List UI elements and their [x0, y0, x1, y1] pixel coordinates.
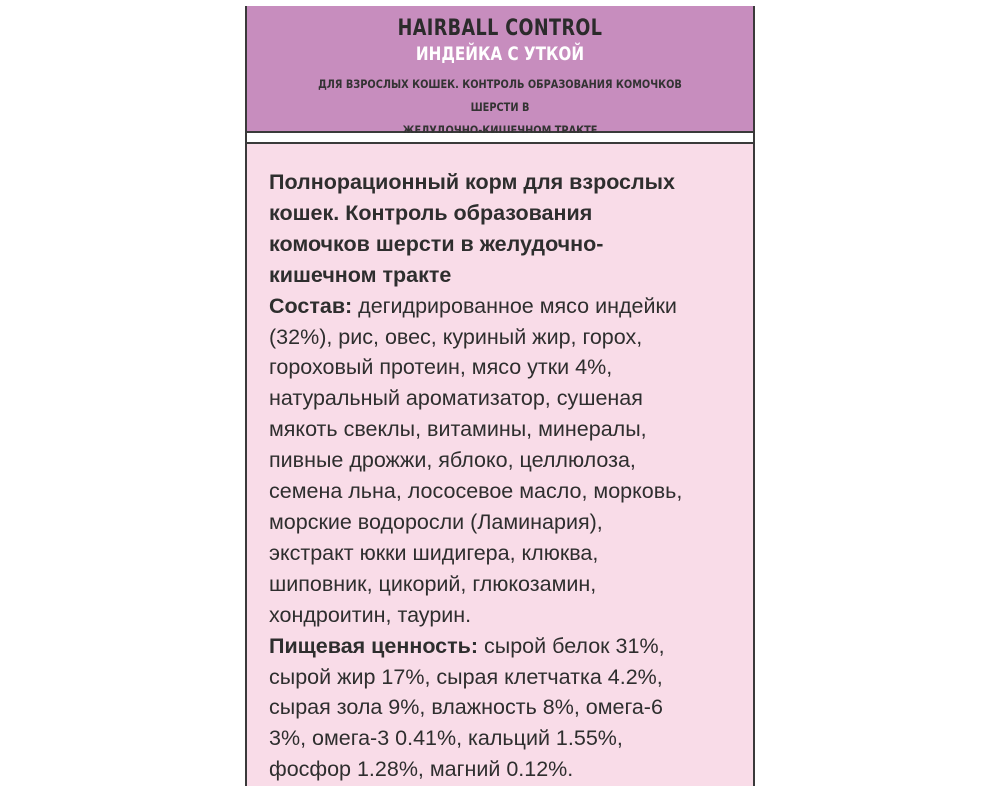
line-text: экстракт юкки шидигера, клюква,	[269, 540, 599, 565]
line-text: морские водоросли (Ламинария),	[269, 509, 603, 534]
line-text: натуральный ароматизатор, сушеная	[269, 386, 643, 411]
line-text: дегидрированное мясо индейки	[352, 293, 677, 318]
line-text: сырая зола 9%, влажность 8%, омега-6	[269, 695, 663, 720]
text-line: хондроитин, таурин.	[269, 600, 682, 631]
bold-label: Полнорационный корм для взрослых	[269, 170, 675, 194]
text-line: морские водоросли (Ламинария),	[269, 507, 682, 538]
text-line: кишечном тракте	[269, 260, 682, 291]
line-text: шиповник, цикорий, глюкозамин,	[269, 571, 597, 596]
label-body: Полнорационный корм для взрослых кошек. К…	[247, 144, 753, 786]
bold-label: комочков шерсти в желудочно-	[269, 231, 604, 256]
text-line: Полнорационный корм для взрослых	[269, 167, 682, 198]
label-header: HAIRBALL CONTROL ИНДЕЙКА С УТКОЙ ДЛЯ ВЗР…	[247, 6, 753, 137]
text-line: фосфор 1.28%, магний 0.12%.	[269, 754, 682, 785]
text-line: Состав: дегидрированное мясо индейки	[269, 291, 682, 322]
product-label: HAIRBALL CONTROL ИНДЕЙКА С УТКОЙ ДЛЯ ВЗР…	[245, 6, 755, 786]
text-line: комочков шерсти в желудочно-	[269, 229, 682, 260]
text-line: сырой жир 17%, сырая клетчатка 4.2%,	[269, 662, 682, 693]
text-line: мякоть свеклы, витамины, минералы,	[269, 414, 682, 445]
divider-strip	[247, 133, 753, 144]
description-text: Полнорационный корм для взрослых кошек. К…	[269, 167, 682, 785]
line-text: гороховый протеин, мясо утки 4%,	[269, 355, 613, 380]
text-line: гороховый протеин, мясо утки 4%,	[269, 352, 682, 383]
bold-label: кишечном тракте	[269, 262, 452, 287]
line-text: фосфор 1.28%, магний 0.12%.	[269, 757, 574, 782]
line-text: сырой белок 31%,	[478, 633, 665, 658]
line-text: хондроитин, таурин.	[269, 602, 472, 627]
line-text: сырой жир 17%, сырая клетчатка 4.2%,	[269, 664, 663, 689]
text-line: (32%), рис, овес, куриный жир, горох,	[269, 322, 682, 353]
product-flavor: ИНДЕЙКА С УТКОЙ	[415, 43, 585, 65]
product-title: HAIRBALL CONTROL	[397, 16, 603, 41]
text-line: Пищевая ценность: сырой белок 31%,	[269, 631, 682, 662]
line-text: мякоть свеклы, витамины, минералы,	[269, 417, 647, 442]
text-line: 3%, омега-3 0.41%, кальций 1.55%,	[269, 723, 682, 754]
subtitle-line: ДЛЯ ВЗРОСЛЫХ КОШЕК. КОНТРОЛЬ ОБРАЗОВАНИЯ…	[318, 77, 682, 114]
text-line: экстракт юкки шидигера, клюква,	[269, 538, 682, 569]
line-text: (32%), рис, овес, куриный жир, горох,	[269, 324, 643, 349]
line-text: пивные дрожжи, яблоко, целлюлоза,	[269, 448, 636, 473]
text-line: кошек. Контроль образования	[269, 198, 682, 229]
line-text: семена льна, лососевое масло, морковь,	[269, 479, 683, 504]
text-line: сырая зола 9%, влажность 8%, омега-6	[269, 692, 682, 723]
bold-label: Пищевая ценность:	[269, 633, 479, 658]
bold-label: кошек. Контроль образования	[269, 200, 593, 225]
text-line: шиповник, цикорий, глюкозамин,	[269, 569, 682, 600]
product-subtitle: ДЛЯ ВЗРОСЛЫХ КОШЕК. КОНТРОЛЬ ОБРАЗОВАНИЯ…	[285, 73, 715, 142]
text-line: семена льна, лососевое масло, морковь,	[269, 476, 682, 507]
bold-label: Состав:	[269, 293, 353, 318]
text-line: пивные дрожжи, яблоко, целлюлоза,	[269, 445, 682, 476]
text-line: натуральный ароматизатор, сушеная	[269, 383, 682, 414]
line-text: 3%, омега-3 0.41%, кальций 1.55%,	[269, 726, 623, 751]
